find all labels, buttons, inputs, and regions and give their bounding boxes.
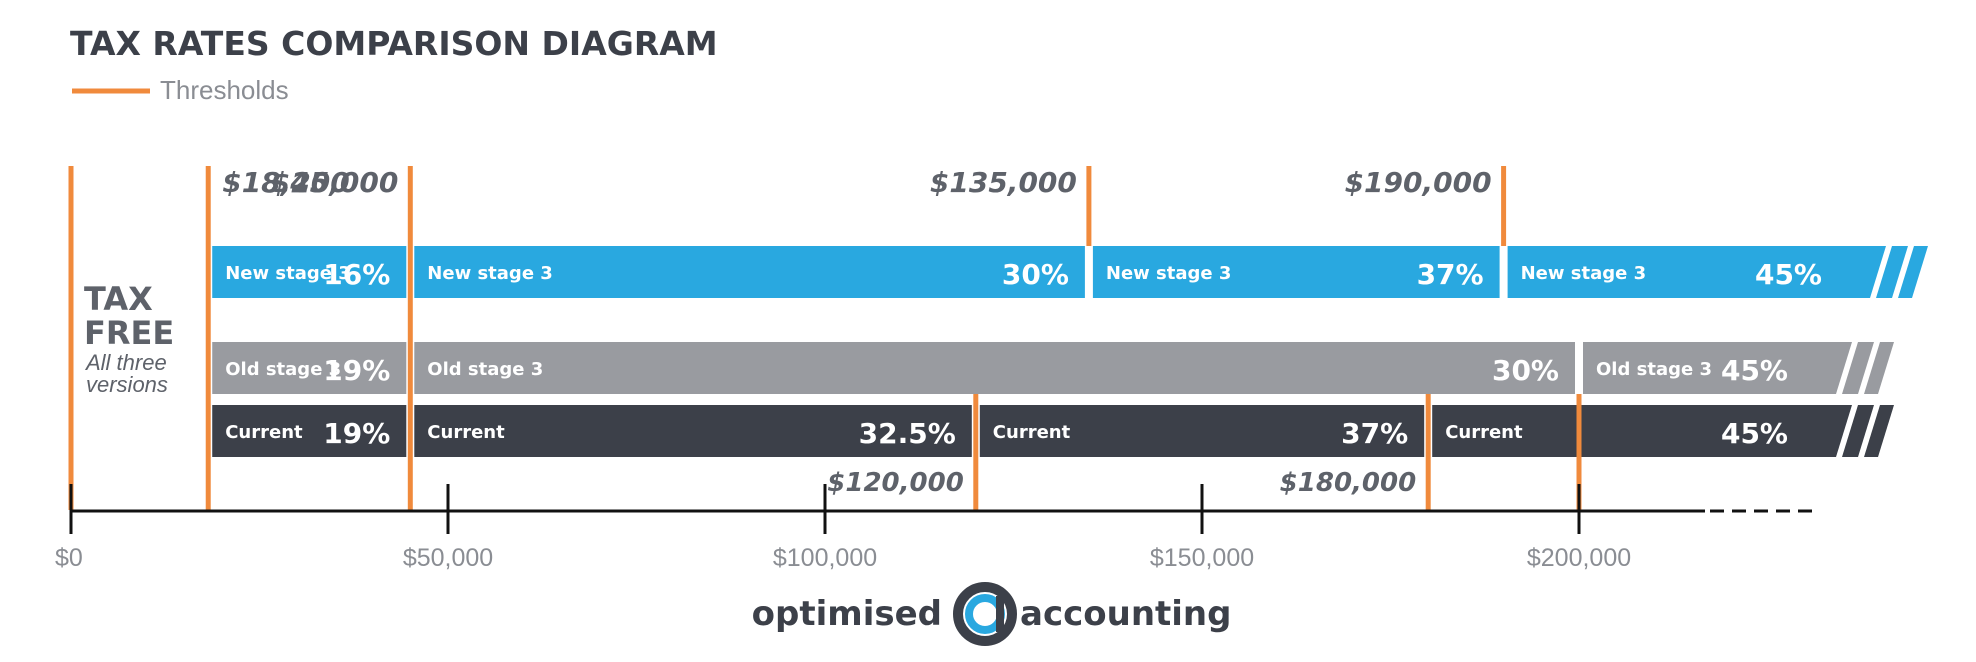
series-0-segment-3-bar — [1507, 246, 1886, 298]
threshold-top-2-label: $135,000 — [930, 166, 1077, 199]
series-0-segment-2-label: New stage 3 — [1106, 263, 1232, 284]
tax-free-zone: TAX FREE All three versions — [84, 280, 174, 397]
series-1-segment-2-continues-stripe-2 — [1864, 342, 1894, 394]
series-1-segment-2-bar — [1583, 342, 1852, 394]
series-2-segment-3-label: Current — [1445, 422, 1523, 443]
series-0-segment-2-rate: 37% — [1417, 258, 1484, 291]
x-tick-label-1: $50,000 — [403, 544, 493, 572]
x-tick-label-0: $0 — [55, 544, 83, 572]
series-1-segment-1-label: Old stage 3 — [427, 359, 543, 380]
threshold-top-1-label: $45,000 — [271, 166, 399, 199]
chart-title: TAX RATES COMPARISON DIAGRAM — [70, 24, 718, 63]
series-0-segment-1-rate: 30% — [1002, 258, 1069, 291]
series-0-segment-3-continues-stripe-1 — [1876, 246, 1908, 298]
series-2-segment-1-bar — [414, 405, 972, 457]
series-0-segment-3-label: New stage 3 — [1521, 263, 1647, 284]
logo-ring-icon — [953, 582, 1017, 646]
legend-label: Thresholds — [160, 75, 289, 105]
series-1-segment-2-label: Old stage 3 — [1596, 359, 1712, 380]
series-1-segment-2-continues-stripe-1 — [1842, 342, 1874, 394]
series-2-segment-2-rate: 37% — [1341, 417, 1408, 450]
series-0-segment-0-rate: 16% — [323, 258, 390, 291]
series-2-segment-2-label: Current — [993, 422, 1071, 443]
series-2-segment-0-label: Current — [225, 422, 303, 443]
series-0-segment-1-bar — [414, 246, 1085, 298]
series-1-segment-1-rate: 30% — [1492, 354, 1559, 387]
series-2-segment-3-continues-stripe-1 — [1842, 405, 1874, 457]
tax-free-sub1: All three — [84, 350, 167, 375]
series-0-segment-2-bar — [1092, 246, 1500, 298]
threshold-bottom-1-label: $180,000 — [1280, 468, 1417, 498]
threshold-bottom-0-label: $120,000 — [827, 468, 964, 498]
x-tick-label-2: $100,000 — [773, 544, 877, 572]
series-1-segment-1-bar — [414, 342, 1575, 394]
series-0-segment-3-rate: 45% — [1755, 258, 1822, 291]
series-1-segment-2-rate: 45% — [1721, 354, 1788, 387]
series-2-segment-1-rate: 32.5% — [859, 417, 956, 450]
logo-right-text: accounting — [1020, 594, 1231, 634]
series-1-segment-0-bar — [212, 342, 407, 394]
series-2-segment-0-bar — [212, 405, 407, 457]
tax-free-line2: FREE — [84, 314, 174, 352]
threshold-top-0-label: $18,200 — [222, 166, 350, 199]
series-0-segment-1-label: New stage 3 — [427, 263, 553, 284]
series-2-segment-2-bar — [979, 405, 1425, 457]
series-0-segment-3-continues-stripe-2 — [1898, 246, 1928, 298]
series-1-segment-0-label: Old stage 3 — [225, 359, 341, 380]
series-2-segment-0-rate: 19% — [323, 417, 390, 450]
company-logo: optimised accounting — [752, 582, 1231, 646]
series-2-segment-3-bar — [1432, 405, 1852, 457]
series-0-segment-0-label: New stage 3 — [225, 263, 351, 284]
series-2-segment-3-rate: 45% — [1721, 417, 1788, 450]
threshold-top-3-label: $190,000 — [1345, 166, 1492, 199]
series-1-segment-0-rate: 19% — [323, 354, 390, 387]
series-2-segment-3-continues-stripe-2 — [1864, 405, 1894, 457]
tax-free-sub2: versions — [86, 372, 168, 397]
logo-left-text: optimised — [752, 594, 942, 634]
series-2-segment-1-label: Current — [427, 422, 505, 443]
x-tick-label-3: $150,000 — [1150, 544, 1254, 572]
series-0-segment-0-bar — [212, 246, 407, 298]
tax-free-line1: TAX — [84, 280, 153, 318]
logo-stem-icon — [996, 596, 1004, 632]
x-tick-label-4: $200,000 — [1527, 544, 1631, 572]
